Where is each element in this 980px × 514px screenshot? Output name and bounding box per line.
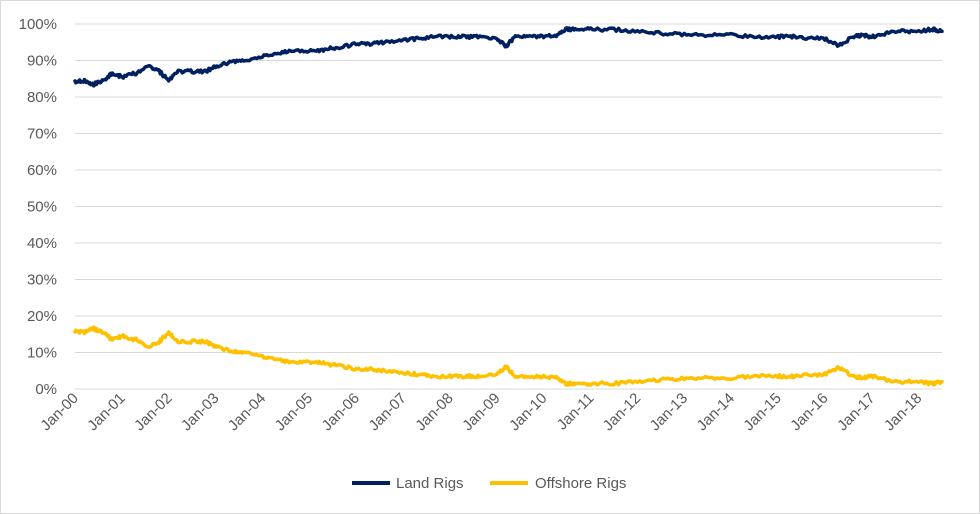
- x-tick-label: Jan-07: [365, 390, 409, 434]
- y-axis: 0% 10% 20% 30% 40% 50% 60% 70% 80% 90% 100%: [19, 16, 57, 398]
- legend-label-land-rigs: Land Rigs: [396, 475, 464, 492]
- legend: Land Rigs Offshore Rigs: [352, 475, 626, 492]
- x-tick-label: Jan-03: [178, 390, 222, 434]
- x-tick-label: Jan-05: [272, 390, 316, 434]
- x-tick-label: Jan-13: [647, 390, 691, 434]
- x-tick-label: Jan-17: [834, 390, 878, 434]
- gridlines: [75, 23, 942, 390]
- x-axis: Jan-00 Jan-01 Jan-02 Jan-03 Jan-04 Jan-05 Jan-…: [37, 390, 925, 434]
- x-tick-label: Jan-09: [459, 390, 503, 434]
- x-tick-label: Jan-14: [693, 390, 737, 434]
- y-tick-label: 40%: [27, 235, 57, 252]
- series-lines: [73, 26, 944, 387]
- y-tick-label: 50%: [27, 199, 57, 216]
- y-tick-label: 30%: [27, 272, 57, 289]
- y-tick-label: 100%: [19, 16, 57, 33]
- x-tick-label: Jan-18: [881, 390, 925, 434]
- series-line-offshore-rigs: [73, 325, 944, 387]
- y-tick-label: 70%: [27, 126, 57, 143]
- y-tick-label: 80%: [27, 89, 57, 106]
- x-tick-label: Jan-08: [412, 390, 456, 434]
- x-tick-label: Jan-16: [787, 390, 831, 434]
- x-tick-label: Jan-15: [740, 390, 784, 434]
- legend-label-offshore-rigs: Offshore Rigs: [535, 475, 626, 492]
- y-tick-label: 60%: [27, 162, 57, 179]
- x-tick-label: Jan-12: [600, 390, 644, 434]
- x-tick-label: Jan-01: [84, 390, 128, 434]
- x-tick-label: Jan-11: [554, 390, 598, 434]
- y-tick-label: 20%: [27, 308, 57, 325]
- x-tick-label: Jan-06: [319, 390, 363, 434]
- x-tick-label: Jan-02: [131, 390, 175, 434]
- y-tick-label: 0%: [35, 381, 57, 398]
- x-tick-label: Jan-10: [506, 390, 550, 434]
- series-line-land-rigs: [73, 26, 944, 88]
- y-tick-label: 10%: [27, 345, 57, 362]
- x-tick-label: Jan-04: [225, 390, 269, 434]
- y-tick-label: 90%: [27, 53, 57, 70]
